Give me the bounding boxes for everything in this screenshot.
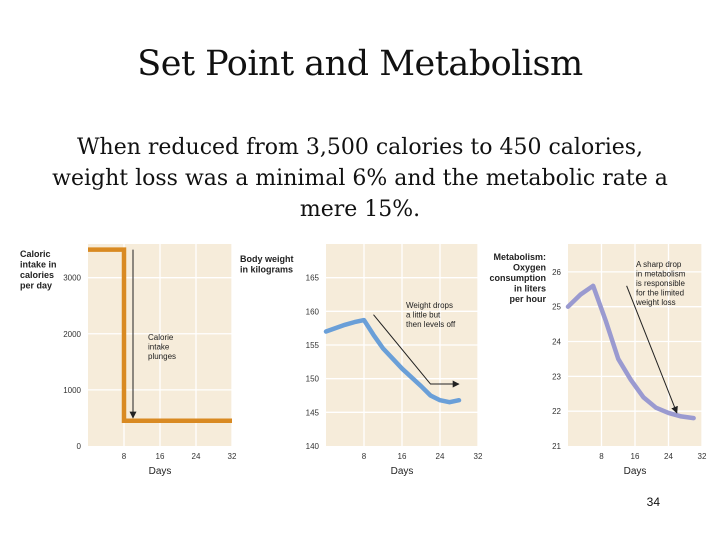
data-line [88,247,232,423]
annotation-line: a little but [406,311,441,320]
slide-number: 34 [646,495,660,509]
y-tick-label: 140 [306,442,320,451]
data-line [565,283,696,421]
x-tick-label: 32 [698,452,707,461]
annotation-text: A sharp drop in metabolism is responsible f… [635,260,686,307]
x-tick-label: 24 [436,452,445,461]
y-tick-label: 24 [552,338,561,347]
annotation-line: intake [148,343,170,352]
y-axis-label: Caloric intake in calories per day [20,249,57,291]
y-tick-label: 145 [306,408,320,417]
y-axis-label-line: per day [20,281,52,291]
annotation-text: Weight drops a little but then levels off [406,301,456,329]
annotation-line: in metabolism [636,270,686,279]
annotation-line: Calorie [148,333,174,342]
annotation-line: plunges [148,352,176,361]
y-axis-label-line: calories [20,270,54,280]
x-tick-label: 8 [599,452,604,461]
y-tick-label: 3000 [63,274,81,283]
y-tick-label: 22 [552,407,561,416]
annotation-line: A sharp drop [636,260,682,269]
chart-panel-3: 8 16 24 32 21 22 23 24 25 26 Days Metabolism: Oxygen… [490,244,707,477]
annotation-line: Weight drops [406,301,453,310]
x-tick-label: 32 [474,452,483,461]
y-axis-label-line: Caloric [20,249,51,259]
x-tick-label: 16 [156,452,165,461]
annotation-line: is responsible [636,279,685,288]
x-axis-label: Days [624,466,647,477]
y-axis-label-line: consumption [490,273,547,283]
y-tick-label: 21 [552,442,561,451]
y-tick-label: 155 [306,341,320,350]
x-tick-label: 8 [362,452,367,461]
y-tick-label: 150 [306,375,320,384]
slide-title: Set Point and Metabolism [137,44,583,84]
annotation-line: for the limited [636,289,684,298]
slide-subtitle: When reduced from 3,500 calories to 450 … [52,135,668,222]
y-axis-label-line: per hour [509,294,546,304]
y-tick-label: 0 [77,442,82,451]
y-tick-label: 2000 [63,330,81,339]
annotation-text: Calorie intake plunges [148,333,176,361]
x-tick-label: 24 [192,452,201,461]
y-axis-label-line: Body weight [240,254,294,264]
annotation-line: weight loss [635,298,676,307]
x-tick-label: 16 [631,452,640,461]
y-tick-label: 23 [552,372,561,381]
y-axis-label-line: in liters [514,284,546,294]
x-tick-label: 32 [228,452,237,461]
y-axis-label-line: Metabolism: [493,252,546,262]
y-tick-label: 160 [306,307,320,316]
y-tick-label: 25 [552,303,561,312]
y-axis-label-line: Oxygen [513,263,546,273]
x-tick-label: 24 [664,452,673,461]
y-tick-label: 1000 [63,386,81,395]
annotation-line: then levels off [406,320,456,329]
y-tick-label: 26 [552,268,561,277]
y-axis-label: Body weight in kilograms [240,254,294,275]
y-tick-label: 165 [306,274,320,283]
x-tick-label: 8 [122,452,127,461]
chart-panel-2: 8 16 24 32 140 145 150 155 160 165 Days Body weight… [240,244,483,477]
y-axis-label-line: intake in [20,260,57,270]
x-tick-label: 16 [398,452,407,461]
y-axis-label: Metabolism: Oxygen consumption in liters per… [490,252,547,304]
x-axis-label: Days [149,466,172,477]
annotation-arrow [373,314,460,388]
data-line [323,317,462,405]
annotation-arrow [626,285,678,414]
x-axis-label: Days [391,466,414,477]
y-axis-label-line: in kilograms [240,265,293,275]
